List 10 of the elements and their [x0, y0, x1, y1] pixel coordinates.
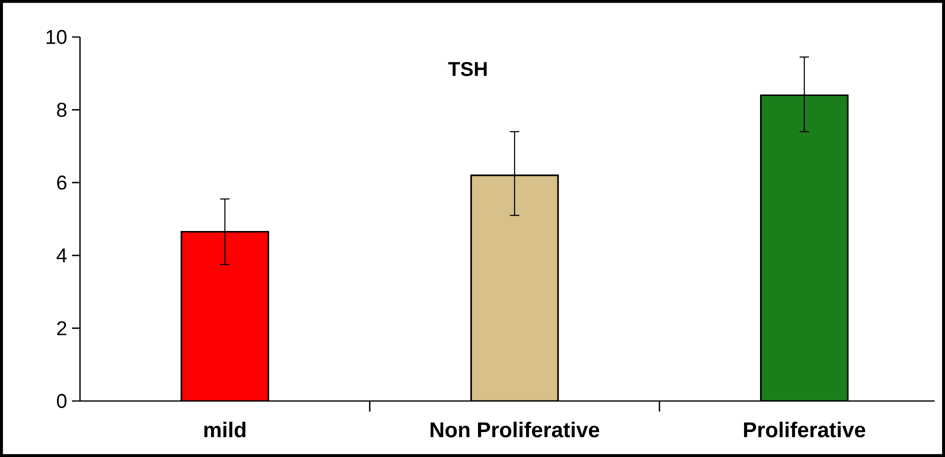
y-tick-label: 0 — [56, 394, 66, 408]
x-tick-label: Non Proliferative — [430, 422, 600, 438]
y-tick-label: 6 — [57, 176, 66, 190]
y-tick-label: 8 — [57, 102, 66, 117]
x-tick-label: Proliferative — [744, 422, 866, 438]
y-tick-label: 10 — [46, 30, 66, 44]
y-tick-label: 2 — [57, 321, 66, 336]
text: TSH — [448, 62, 487, 76]
x-tick-label: mild — [204, 422, 246, 438]
y-tick-label: 4 — [56, 248, 67, 262]
